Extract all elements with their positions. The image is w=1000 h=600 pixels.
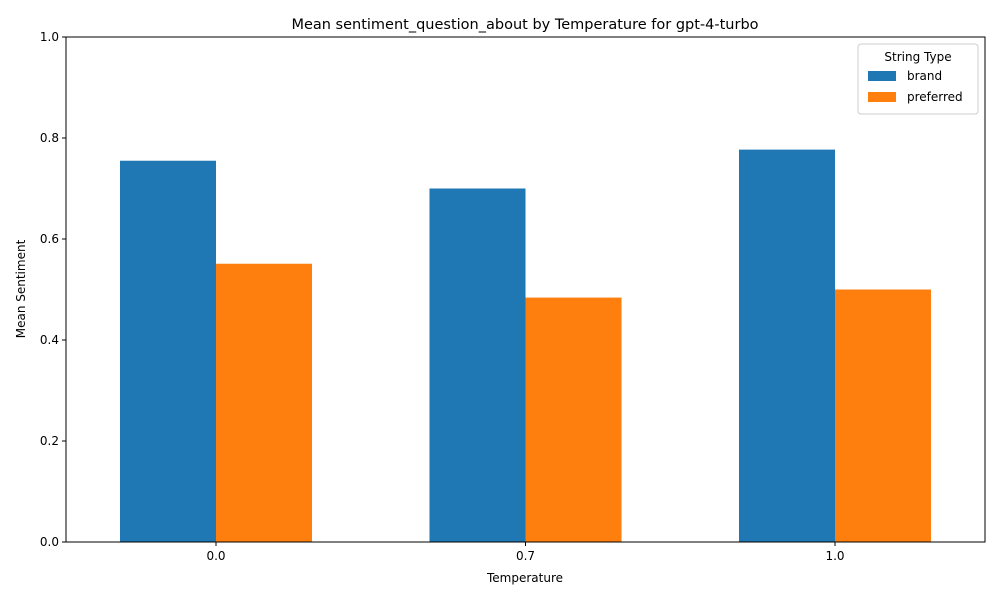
legend-swatch-brand (868, 71, 896, 81)
legend-title: String Type (884, 50, 951, 64)
x-tick-label: 0.0 (206, 549, 225, 563)
bar-preferred-1.0 (835, 289, 932, 542)
bar-brand-0.7 (429, 188, 526, 542)
bar-preferred-0.7 (525, 297, 622, 542)
y-tick-label: 0.8 (40, 131, 59, 145)
y-tick-label: 0.4 (40, 333, 59, 347)
legend-entries: brand preferred (868, 69, 963, 104)
y-tick-label: 0.6 (40, 232, 59, 246)
legend: String Type brand preferred (857, 43, 979, 115)
plot-area-frame (65, 36, 986, 543)
legend-label-preferred: preferred (907, 90, 963, 104)
x-axis-label: Temperature (486, 571, 563, 585)
y-tick-label: 1.0 (40, 30, 59, 44)
x-tick-label: 0.7 (516, 549, 535, 563)
chart-title: Mean sentiment_question_about by Tempera… (291, 17, 758, 33)
bar-brand-0.0 (119, 160, 216, 542)
legend-label-brand: brand (907, 69, 942, 83)
bar-preferred-0.0 (216, 263, 313, 542)
bars-layer (119, 149, 932, 543)
y-axis-label: Mean Sentiment (14, 239, 28, 338)
bar-brand-1.0 (738, 149, 835, 543)
x-tick-label: 1.0 (825, 549, 844, 563)
y-axis-ticks: 0.0 0.2 0.4 0.6 0.8 1.0 (40, 30, 66, 549)
legend-swatch-preferred (868, 92, 896, 102)
y-tick-label: 0.0 (40, 535, 59, 549)
y-tick-label: 0.2 (40, 434, 59, 448)
x-axis-ticks: 0.0 0.7 1.0 (206, 542, 845, 563)
